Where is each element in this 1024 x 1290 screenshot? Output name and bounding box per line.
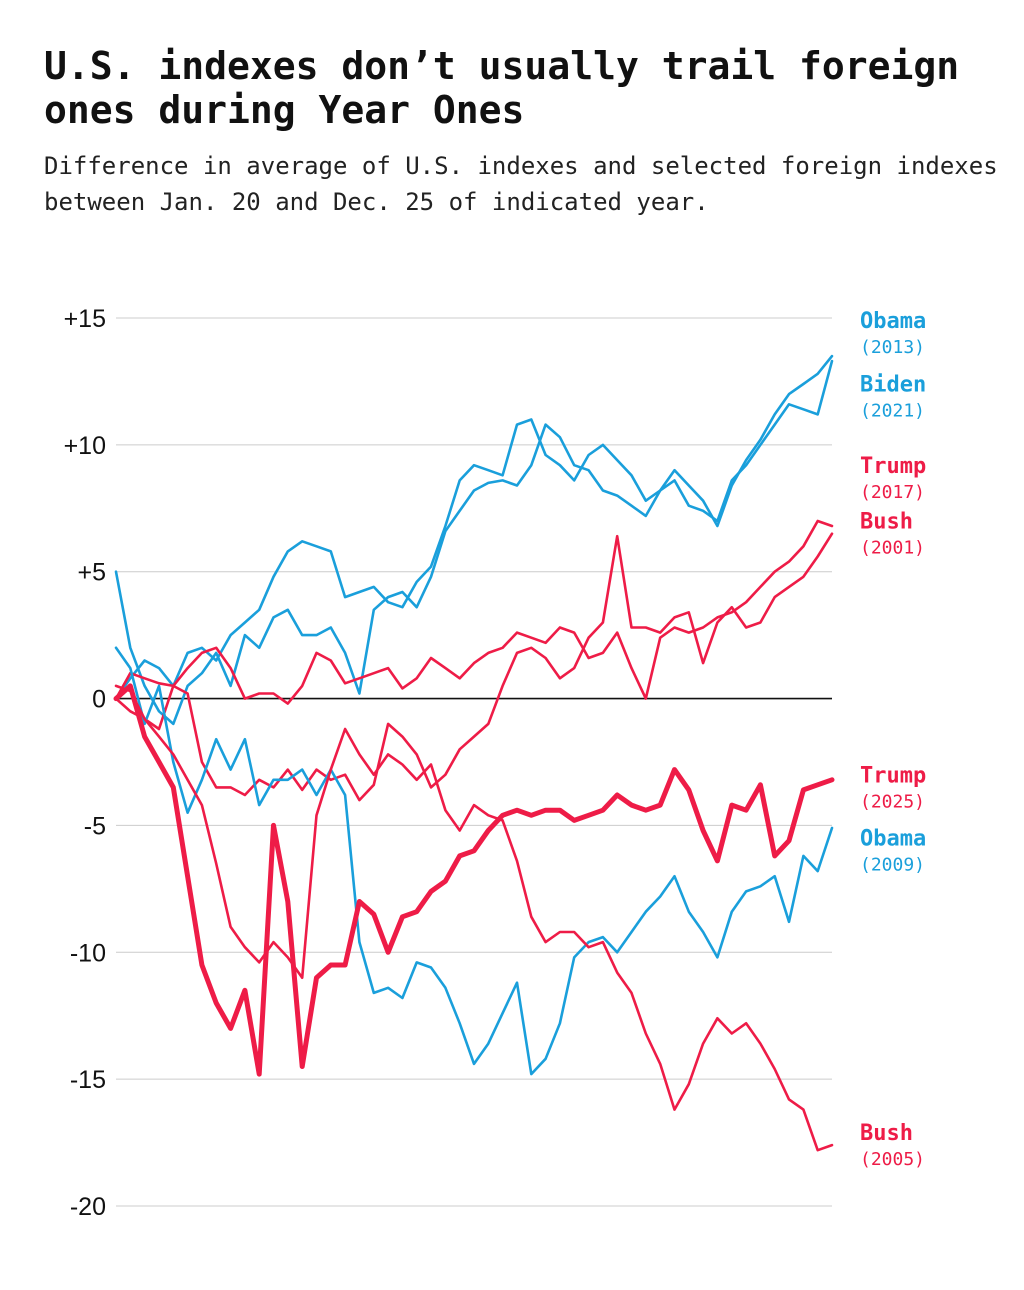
legend-name: Obama <box>860 827 926 852</box>
legend-year: (2021) <box>860 401 925 422</box>
y-tick-label: +10 <box>64 432 106 460</box>
legend-layer: Obama (2013) Biden (2021) Trump (2017) Bush (20… <box>860 309 926 1170</box>
grid-layer: +15 +10 +5 0 -5 -10 -15 -20 <box>64 305 832 1221</box>
legend-name: Trump <box>860 763 926 788</box>
series-line-biden-2021 <box>114 359 834 726</box>
legend-name: Bush <box>860 1121 913 1146</box>
legend-year: (2005) <box>860 1149 925 1170</box>
series-line-obama-2013 <box>114 354 834 700</box>
y-tick-label: -10 <box>70 939 106 967</box>
legend-year: (2009) <box>860 855 925 876</box>
legend-year: (2017) <box>860 482 925 503</box>
y-tick-label: -15 <box>70 1066 106 1094</box>
legend-name: Trump <box>860 454 926 479</box>
series-line-trump-2017 <box>114 519 834 731</box>
series-line-trump-2025 <box>113 683 835 1077</box>
series-line-bush-2005 <box>114 684 834 1152</box>
y-tick-label: -20 <box>70 1193 106 1221</box>
series-layer <box>113 354 835 1152</box>
y-tick-label: +5 <box>77 559 106 587</box>
legend-year: (2025) <box>860 791 925 812</box>
series-line-obama-2009 <box>114 646 834 1076</box>
legend-name: Obama <box>860 309 926 334</box>
series-line-bush-2001 <box>114 532 834 802</box>
chart-subtitle: Difference in average of U.S. indexes an… <box>44 152 998 216</box>
y-tick-label: 0 <box>92 686 106 714</box>
legend-name: Bush <box>860 510 913 535</box>
y-tick-label: -5 <box>84 812 106 840</box>
legend-year: (2013) <box>860 337 925 358</box>
chart-title: U.S. indexes don’t usually trail foreign… <box>44 44 960 132</box>
y-tick-label: +15 <box>64 305 106 333</box>
legend-name: Biden <box>860 373 926 398</box>
legend-year: (2001) <box>860 538 925 559</box>
